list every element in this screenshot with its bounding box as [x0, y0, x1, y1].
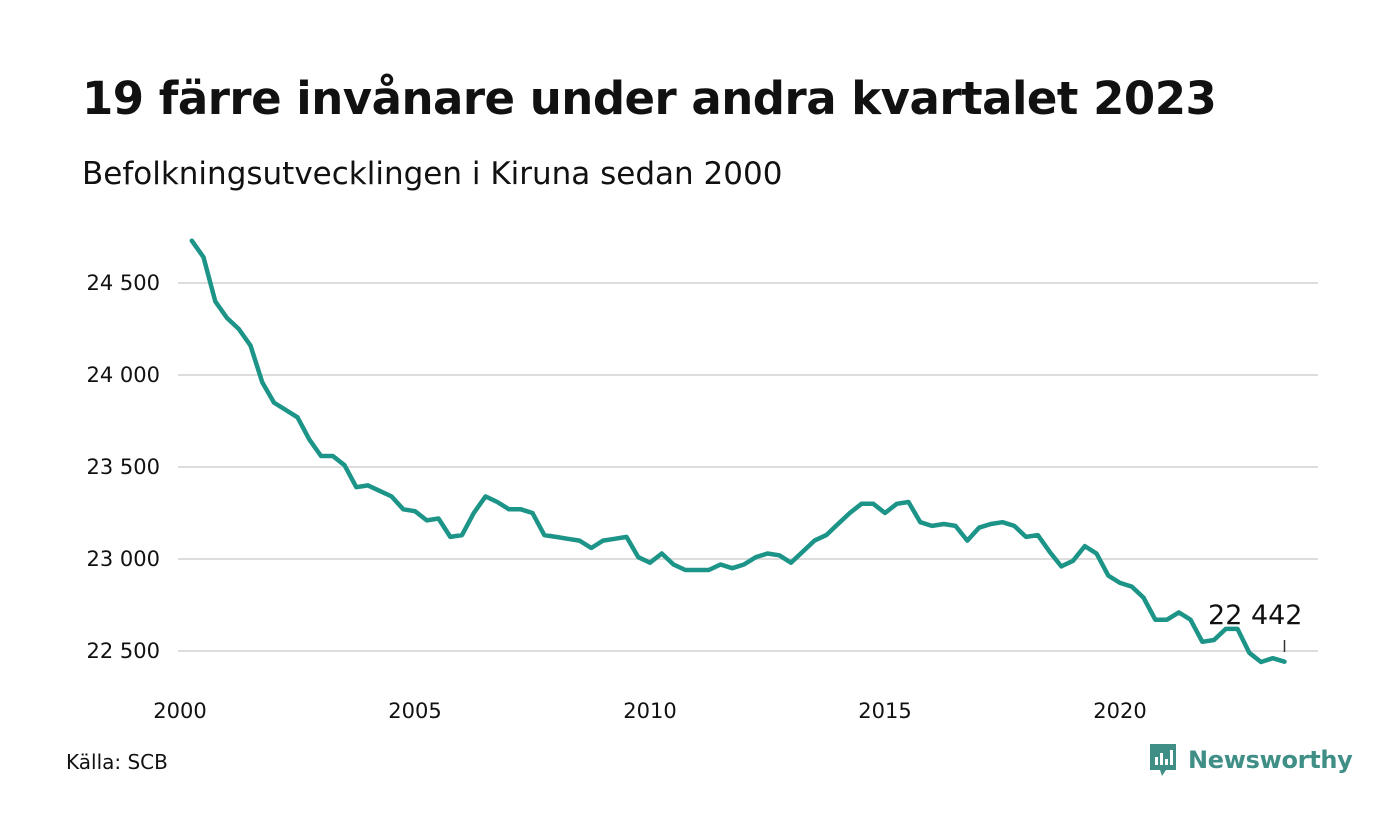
y-tick-label: 23 500 [87, 455, 160, 479]
series-layer [189, 238, 1287, 665]
newsworthy-logo-icon [1150, 744, 1176, 776]
chart-title: 19 färre invånare under andra kvartalet … [82, 72, 1217, 125]
chart-subtitle: Befolkningsutvecklingen i Kiruna sedan 2… [82, 156, 783, 192]
brand-logo[interactable]: Newsworthy [1148, 742, 1353, 778]
brand-name: Newsworthy [1188, 746, 1353, 774]
y-tick-label: 23 000 [87, 547, 160, 571]
x-tick-label: 2005 [388, 699, 441, 723]
x-tick-label: 2010 [623, 699, 676, 723]
source-note: Källa: SCB [66, 750, 168, 774]
x-axis: 2000 2005 2010 2015 2020 [153, 699, 1146, 723]
series-line [189, 238, 1287, 665]
y-tick-label: 24 000 [87, 363, 160, 387]
x-tick-label: 2020 [1093, 699, 1146, 723]
y-tick-label: 24 500 [87, 271, 160, 295]
x-tick-label: 2000 [153, 699, 206, 723]
y-tick-label: 22 500 [87, 639, 160, 663]
grid-layer [178, 282, 1318, 652]
y-axis: 22 500 23 000 23 500 24 000 24 500 [87, 271, 160, 663]
annotation-label: 22 442 [1208, 600, 1302, 631]
x-tick-label: 2015 [858, 699, 911, 723]
annotation-layer: 22 442 [1208, 600, 1303, 652]
